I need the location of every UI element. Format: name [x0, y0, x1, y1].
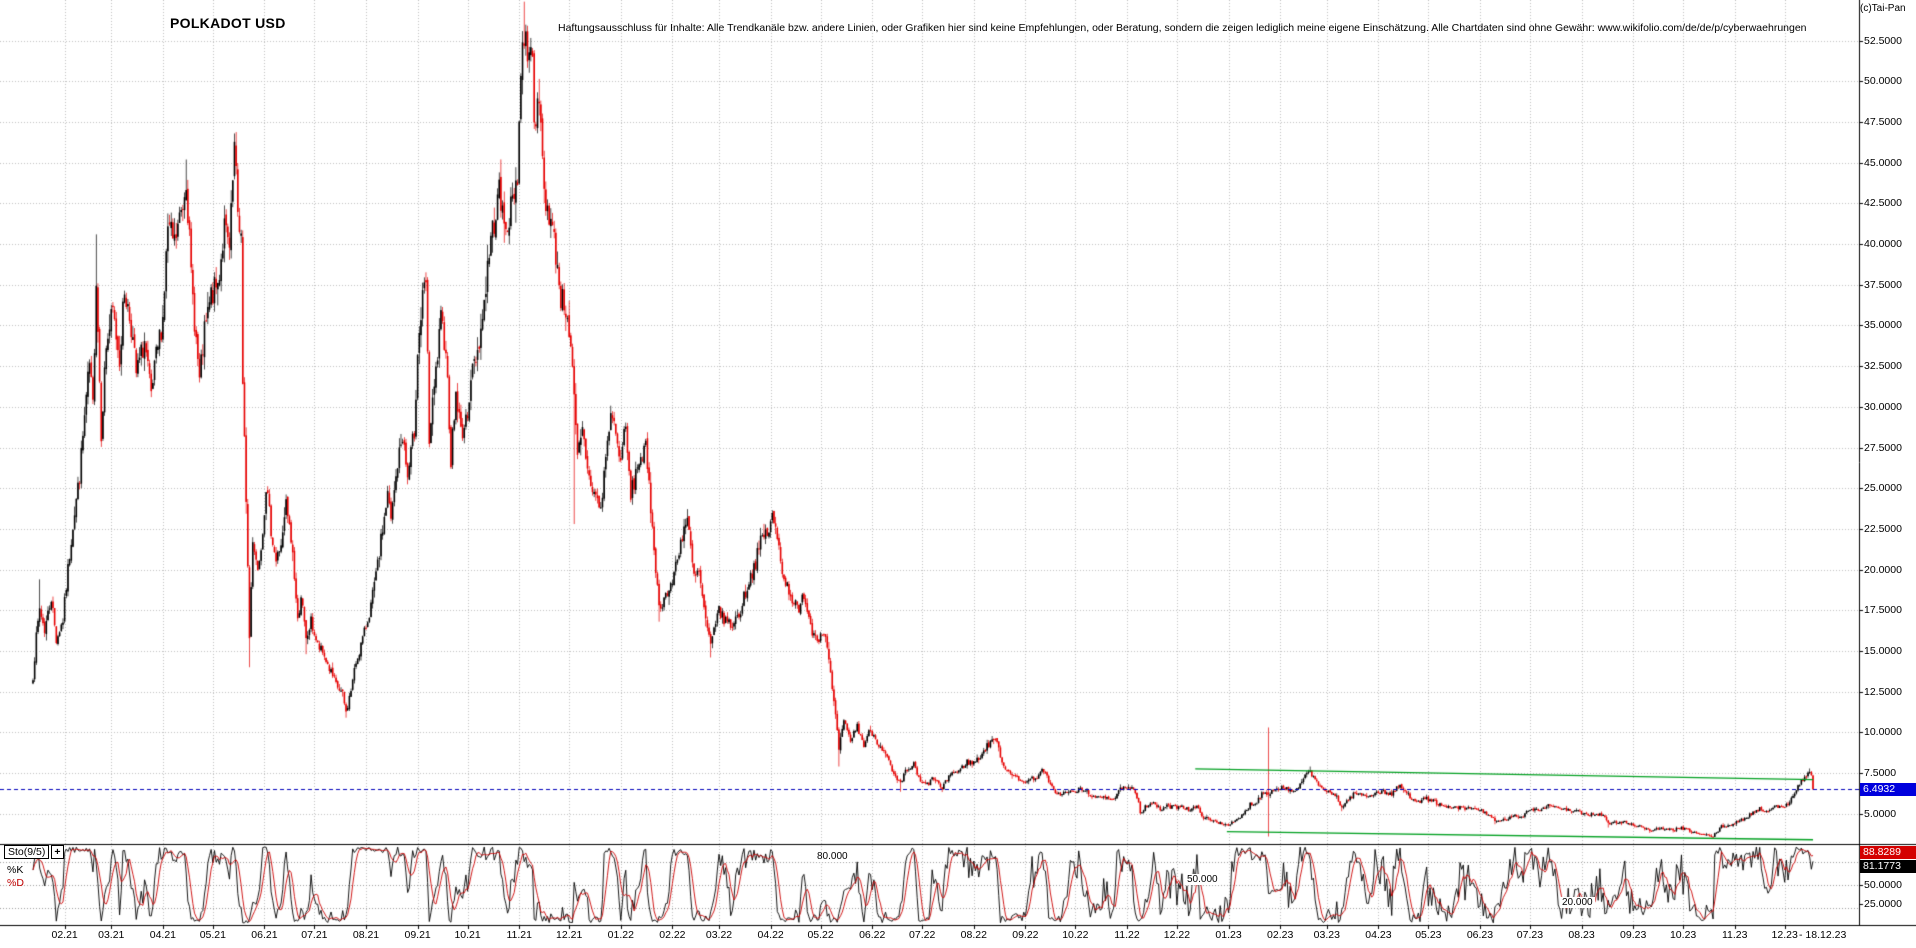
stochastic-k-label: %K: [7, 864, 24, 876]
disclaimer-text: Haftungsausschluss für Inhalte: Alle Tre…: [558, 22, 1807, 34]
last-price-tag: 6.4932: [1860, 782, 1916, 796]
stochastic-d-value-tag: 88.8289: [1860, 846, 1916, 859]
indicator-legend: Sto(9/5) +: [4, 845, 64, 859]
indicator-expand-button[interactable]: +: [51, 845, 64, 859]
indicator-name-button[interactable]: Sto(9/5): [4, 845, 50, 859]
stochastic-k-value-tag: 81.1773: [1860, 860, 1916, 873]
stochastic-d-label: %D: [7, 877, 24, 889]
end-date-label: - 18.12.23: [1799, 929, 1847, 941]
copyright-label: (c)Tai-Pan: [1860, 3, 1906, 14]
chart-title: POLKADOT USD: [170, 15, 286, 31]
